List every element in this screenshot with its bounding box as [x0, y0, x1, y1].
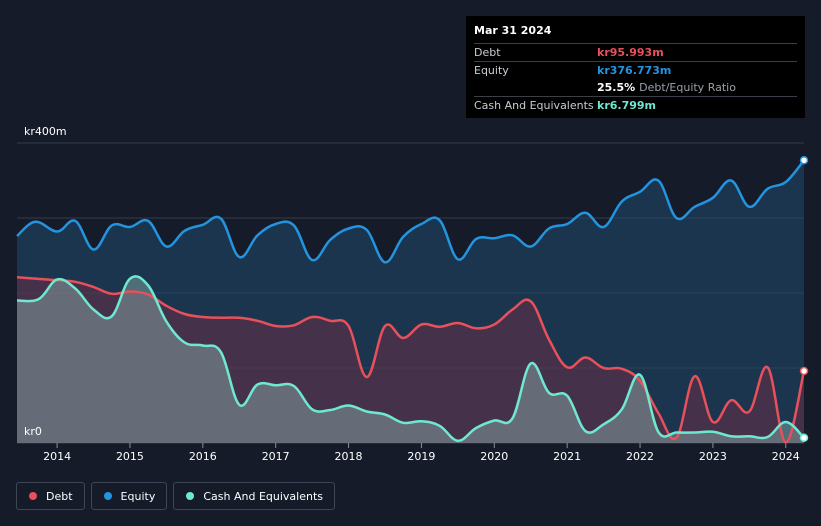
equity-dot-icon	[103, 492, 112, 500]
legend-equity-label: Equity	[120, 489, 156, 503]
y-axis-bottom-label: kr0	[24, 425, 42, 438]
legend-item-cash[interactable]: Cash And Equivalents	[173, 482, 335, 510]
tooltip-row-ratio: 25.5% Debt/Equity Ratio	[474, 79, 797, 96]
tooltip-cash-label: Cash And Equivalents	[474, 99, 594, 112]
chart-legend: Debt Equity Cash And Equivalents	[16, 482, 335, 510]
legend-debt-label: Debt	[46, 489, 73, 503]
cash-and-equivalents-line	[16, 275, 805, 443]
x-tick-label: 2021	[553, 450, 581, 463]
tooltip-date: Mar 31 2024	[474, 24, 552, 37]
legend-item-equity[interactable]: Equity	[90, 482, 168, 510]
debt-dot-icon	[29, 492, 37, 500]
x-tick-label: 2020	[480, 450, 508, 463]
x-tick-label: 2015	[116, 450, 144, 463]
tooltip-ratio-value: 25.5%	[597, 81, 636, 94]
y-axis-top-label: kr400m	[24, 125, 67, 138]
legend-cash-label: Cash And Equivalents	[203, 489, 323, 503]
cash-and-equivalents-end-marker	[799, 433, 809, 442]
tooltip-ratio-spacer	[474, 79, 597, 96]
equity-line	[16, 159, 805, 264]
chart-tooltip: Mar 31 2024 Debt kr95.993m Equity kr376.…	[466, 16, 805, 118]
x-axis-ticks: 2014 2015 2016 2017 2018 2019 2020 2021 2022 2023…	[43, 443, 800, 463]
equity-end-marker	[799, 156, 809, 165]
tooltip-cash-value: kr6.799m	[597, 99, 656, 112]
tooltip-equity-value: kr376.773m	[597, 64, 672, 77]
x-tick-label: 2017	[262, 450, 290, 463]
debt-line	[16, 276, 806, 444]
tooltip-debt-value: kr95.993m	[597, 46, 664, 59]
x-tick-label: 2014	[43, 450, 71, 463]
cash-dot-icon	[186, 492, 195, 500]
legend-item-debt[interactable]: Debt	[16, 482, 85, 510]
tooltip-row-cash: Cash And Equivalents kr6.799m	[474, 96, 797, 114]
x-tick-label: 2024	[772, 450, 800, 463]
tooltip-row-equity: Equity kr376.773m	[474, 61, 797, 79]
debt-end-marker	[799, 366, 809, 376]
tooltip-ratio-label: Debt/Equity Ratio	[639, 81, 736, 94]
x-tick-label: 2022	[626, 450, 654, 463]
cash-and-equivalents-area	[17, 276, 804, 443]
end-markers	[799, 156, 809, 442]
x-tick-label: 2023	[699, 450, 727, 463]
tooltip-equity-label: Equity	[474, 64, 509, 77]
tooltip-debt-label: Debt	[474, 46, 501, 59]
tooltip-row-debt: Debt kr95.993m	[474, 43, 797, 61]
series-lines	[16, 159, 806, 444]
x-tick-label: 2016	[189, 450, 217, 463]
x-tick-label: 2019	[407, 450, 435, 463]
x-tick-label: 2018	[335, 450, 363, 463]
